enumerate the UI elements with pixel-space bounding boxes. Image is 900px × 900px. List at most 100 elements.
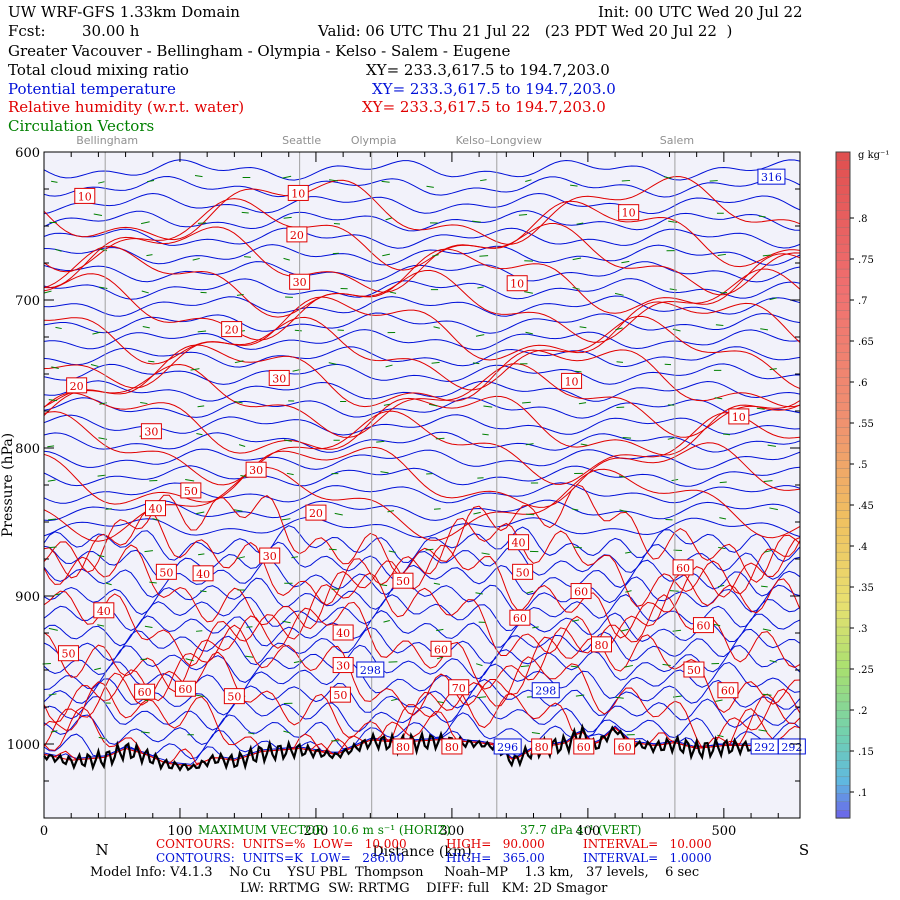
circulation-vector — [667, 437, 675, 440]
circulation-vector — [722, 433, 731, 436]
rh-contour-label-box — [618, 204, 640, 221]
theta-contour-info: CONTOURS: UNITS=K LOW= 286.00 — [156, 851, 405, 865]
colorbar-cell — [835, 792, 851, 803]
colorbar-label: .7 — [858, 296, 868, 307]
circulation-vector — [532, 626, 539, 629]
colorbar-cell — [835, 276, 851, 286]
circulation-vector — [54, 593, 61, 596]
circulation-vector — [200, 590, 207, 593]
direction-south: S — [799, 841, 809, 859]
model-title: UW WRF-GFS 1.33km Domain — [8, 3, 240, 21]
rh-contour-label-box — [223, 688, 245, 705]
model-info-physics: LW: RRTMG SW: RRTMG DIFF: full KM: 2D Sm… — [240, 881, 608, 896]
field-rh-title: Relative humidity (w.r.t. water) — [8, 98, 245, 116]
rh-contour-label: 10 — [732, 411, 746, 424]
theta-contour-line — [43, 175, 801, 198]
circulation-vector — [769, 660, 777, 663]
circulation-vector — [99, 286, 108, 289]
theta-contour-line — [43, 346, 801, 368]
circulation-vector — [245, 655, 254, 658]
circulation-vector — [573, 546, 583, 549]
colorbar-cell — [835, 659, 851, 669]
rh-contour-high: HIGH= 90.000 — [446, 837, 545, 851]
max-vector-label: MAXIMUM VECTOR — [198, 823, 325, 837]
theta-contour-label-box — [777, 738, 806, 755]
colorbar-cell — [835, 459, 851, 469]
circulation-vector — [760, 328, 769, 331]
circulation-vector — [144, 625, 153, 628]
circulation-vector — [383, 619, 390, 623]
colorbar-cell — [835, 593, 851, 603]
circulation-vector — [767, 444, 776, 447]
circulation-vector — [286, 472, 294, 476]
colorbar-cell — [835, 384, 851, 395]
circulation-vector — [141, 290, 149, 294]
circulation-vector — [140, 401, 148, 405]
circulation-vector — [572, 257, 582, 261]
circulation-vector — [292, 369, 301, 372]
circulation-vector — [247, 732, 255, 735]
rh-contour-line — [43, 537, 801, 639]
city-label: Bellingham — [76, 134, 138, 147]
circulation-vector — [619, 509, 628, 513]
colorbar-cell — [835, 584, 851, 594]
rh-contour-label-box — [332, 624, 354, 641]
colorbar-cell — [835, 468, 851, 478]
colorbar-label: .65 — [858, 337, 874, 348]
colorbar-cell — [835, 326, 851, 336]
circulation-vector — [376, 440, 385, 443]
theta-contour-line — [43, 227, 801, 249]
circulation-vector — [624, 664, 633, 668]
theta-contour-line — [43, 661, 801, 700]
circulation-vector — [717, 253, 726, 256]
circulation-vector — [383, 403, 391, 406]
y-tick-label: 1000 — [7, 738, 40, 753]
colorbar-label: .35 — [858, 583, 874, 594]
rh-contour-line — [43, 245, 801, 318]
circulation-vector — [618, 475, 626, 478]
rh-contour-label-box — [174, 680, 196, 697]
colorbar-cell — [835, 668, 851, 678]
circulation-vector — [389, 291, 397, 294]
rh-contour-label-box — [692, 617, 714, 634]
rh-contour-line — [43, 442, 801, 508]
colorbar-cell — [835, 518, 851, 528]
colorbar-label: .5 — [858, 460, 868, 471]
rh-contour-label-box — [728, 408, 750, 425]
x-tick-label: 300 — [439, 824, 464, 839]
rh-contour-label: 50 — [687, 664, 701, 677]
colorbar-cell — [835, 376, 851, 386]
colorbar-cell — [835, 534, 851, 544]
rh-contour-label: 60 — [618, 741, 632, 754]
direction-north: N — [95, 841, 108, 859]
circulation-vector — [472, 362, 480, 365]
circulation-vector — [196, 630, 203, 632]
circulation-vector — [192, 257, 200, 261]
rh-contour-label: 40 — [336, 627, 350, 640]
colorbar-cell — [835, 160, 851, 170]
colorbar-cell — [835, 185, 851, 195]
circulation-vector — [90, 363, 99, 367]
field-cloud-title: Total cloud mixing ratio — [8, 61, 189, 79]
circulation-vector — [147, 180, 155, 183]
x-tick-label: 500 — [711, 824, 736, 839]
rh-contour-label: 60 — [721, 685, 735, 698]
rh-contour-label-box — [287, 184, 309, 201]
rh-contour-label: 10 — [78, 190, 92, 203]
colorbar-label: .3 — [858, 624, 868, 635]
theta-contour-line — [43, 329, 801, 351]
circulation-vector — [334, 512, 343, 516]
rh-contour-label-box — [221, 321, 243, 338]
theta-contour-line — [43, 295, 801, 317]
theta-contour-label-box — [531, 682, 560, 699]
circulation-vector — [482, 433, 489, 436]
theta-contour-label: 316 — [761, 171, 782, 184]
colorbar-cell — [835, 676, 851, 686]
circulation-vector — [436, 656, 444, 660]
circulation-vector — [579, 326, 587, 329]
colorbar-cell — [835, 226, 851, 236]
rh-contour-label: 80 — [594, 639, 608, 652]
circulation-vector — [531, 732, 540, 735]
circulation-vector — [197, 405, 205, 408]
